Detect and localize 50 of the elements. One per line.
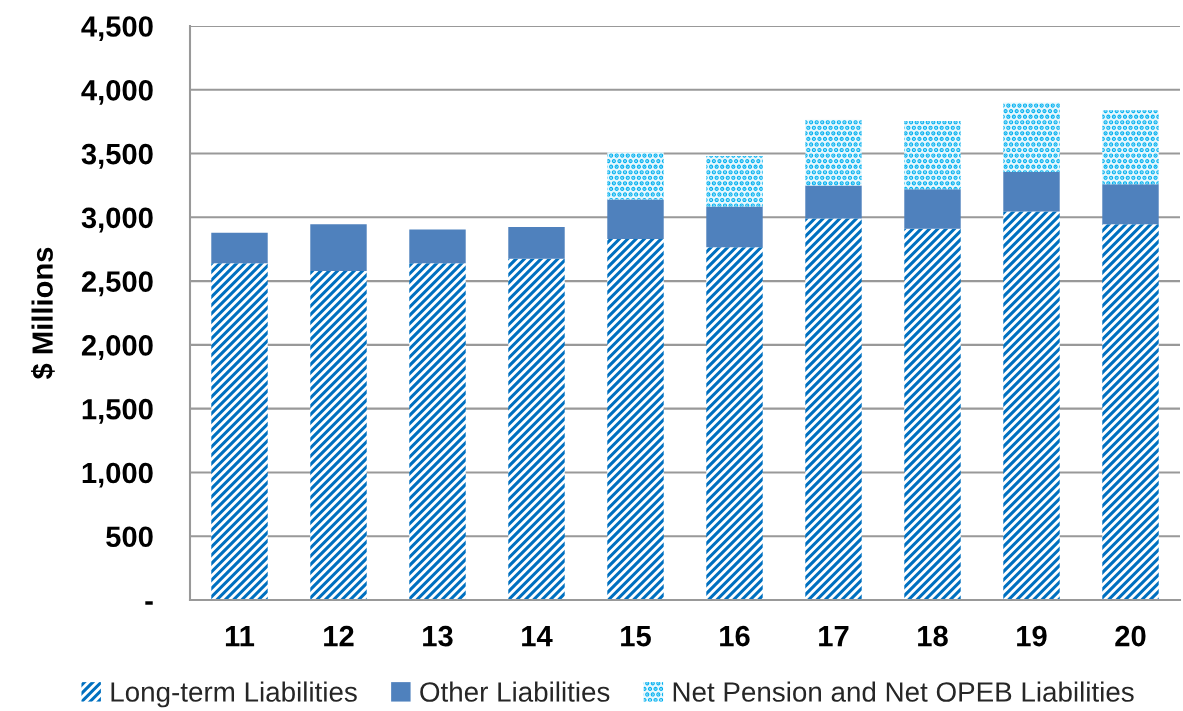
bar — [1003, 211, 1060, 600]
y-tick-label: - — [145, 601, 153, 605]
bar — [904, 189, 961, 229]
bar — [607, 239, 664, 600]
bar — [904, 121, 961, 190]
y-tick-label: 4,000 — [81, 79, 153, 105]
y-axis-title: $ Millions — [30, 247, 55, 380]
y-tick-label: 1,500 — [82, 398, 153, 424]
bar — [805, 218, 862, 600]
y-tick-label: 500 — [106, 526, 153, 548]
x-tick-label: 18 — [918, 625, 948, 647]
bar — [607, 152, 664, 200]
bar — [1102, 110, 1159, 185]
x-tick-label: 12 — [324, 625, 354, 647]
bar — [211, 263, 268, 600]
x-tick-label: 14 — [522, 626, 553, 647]
bar — [706, 156, 763, 207]
x-tick-label: 13 — [423, 625, 453, 647]
bar — [1102, 224, 1159, 600]
x-tick-label: 15 — [621, 626, 651, 647]
bar — [1003, 102, 1060, 173]
bar — [706, 206, 763, 248]
bar — [310, 224, 367, 271]
bar — [706, 247, 763, 600]
bar — [805, 119, 862, 186]
bar — [1003, 172, 1060, 212]
y-tick-label: 2,500 — [81, 271, 153, 297]
bar — [904, 228, 961, 600]
y-tick-label: 3,500 — [81, 143, 153, 169]
bar — [805, 185, 862, 219]
bar — [409, 263, 466, 600]
bar — [310, 270, 367, 600]
y-tick-label: 1,000 — [82, 462, 153, 488]
legend-label: Other Liabilities — [420, 681, 610, 702]
legend-label: Long-term Liabilities — [111, 681, 357, 708]
legend-label: Net Pension and Net OPEB Liabilities — [673, 681, 1134, 702]
x-tick-label: 20 — [1115, 625, 1146, 647]
bar — [607, 199, 664, 240]
y-tick-label: 4,500 — [81, 16, 153, 42]
bar — [409, 229, 466, 264]
bar — [1102, 184, 1159, 225]
bar — [508, 258, 565, 600]
bar — [508, 226, 565, 259]
x-tick-label: 11 — [225, 626, 255, 647]
y-tick-label: 2,000 — [81, 335, 153, 360]
bar — [211, 232, 268, 264]
x-tick-label: 19 — [1017, 625, 1047, 647]
y-tick-label: 3,000 — [81, 207, 153, 233]
x-tick-label: 16 — [720, 625, 750, 647]
x-tick-label: 17 — [819, 626, 849, 647]
